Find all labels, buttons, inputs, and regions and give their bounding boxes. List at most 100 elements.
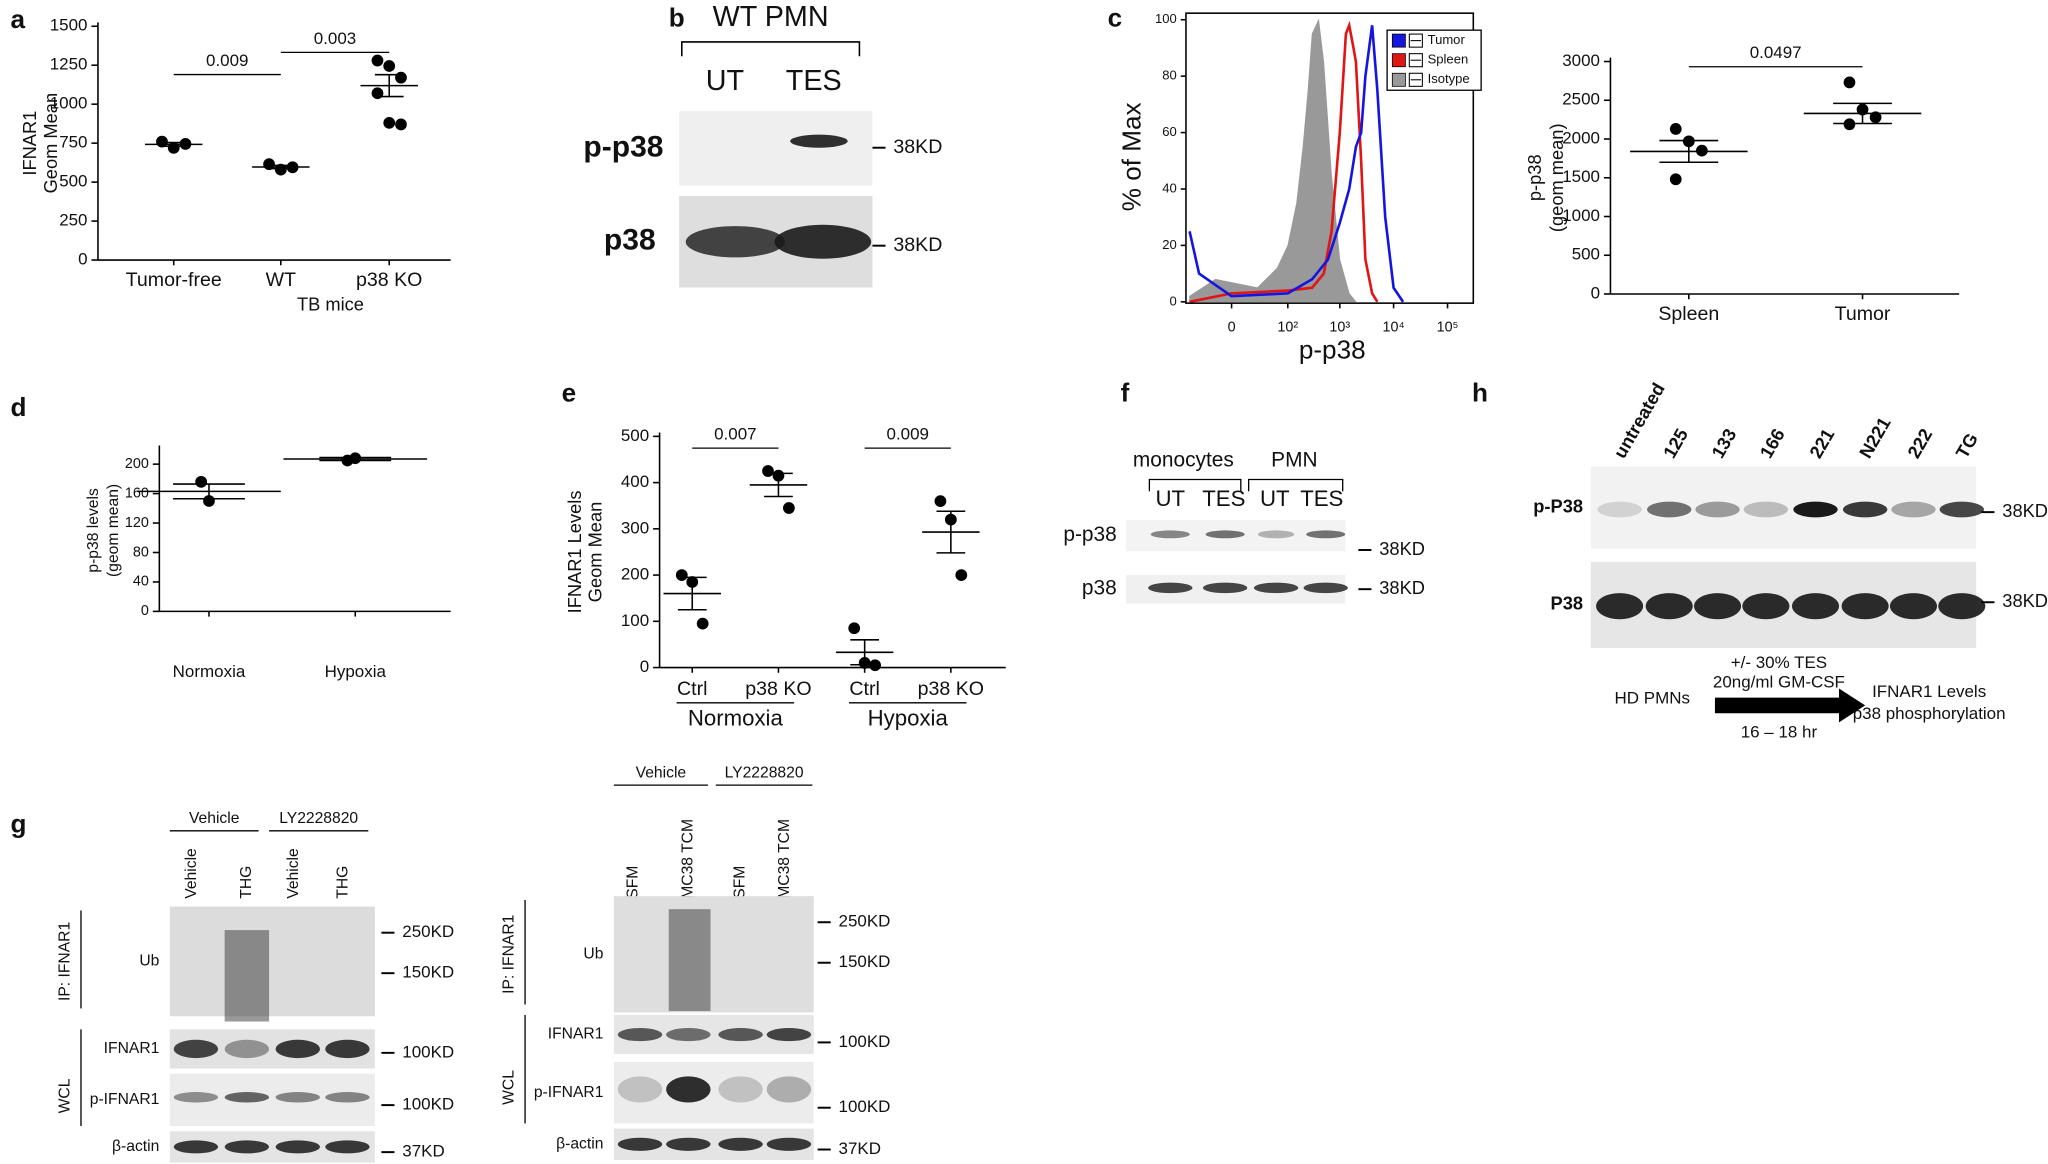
size-marker: 38KD [893,234,942,256]
size-marker: 100KD [839,1032,891,1051]
bracket [1148,478,1344,492]
scheme-text: 20ng/ml GM-CSF [1713,673,1845,692]
blot-band [1257,530,1295,539]
blot-band [224,1092,270,1103]
blot-title: WT PMN [713,1,829,33]
y-tick-label: 80 [133,544,149,560]
blot-band [1647,501,1692,518]
blot-background [613,1062,814,1124]
x-tick-label: WT [266,269,296,291]
blot-band [1253,582,1299,594]
lane-label: UT [1260,486,1290,511]
p-value: 0.009 [206,51,248,70]
blot-row-label: IFNAR1 [548,1026,604,1043]
blot-band [1645,593,1693,620]
blot-band [173,1140,219,1154]
scheme-text: 16 – 18 hr [1741,722,1818,741]
group-label: monocytes [1133,449,1234,472]
scheme-arrow [1714,688,1866,723]
panel-letter: d [10,392,26,422]
blot-band [790,134,848,148]
y-tick-label: 250 [59,211,87,230]
y-tick-label: 60 [1162,124,1177,139]
group-label: Hypoxia [868,706,949,731]
blot-row-label: β-actin [556,1135,603,1152]
p-value: 0.0497 [1750,43,1802,62]
y-tick-label: 0 [1591,283,1600,302]
y-axis-label: Geom Mean [585,502,606,603]
blot-band [325,1039,370,1059]
lane-label: 166 [1755,425,1788,462]
blot-band [1742,593,1790,620]
blot-band [1841,593,1889,620]
blot-band [685,226,785,258]
x-tick-label: 10⁵ [1437,320,1459,336]
blot-band [325,1092,370,1103]
y-tick-label: 0 [141,603,149,619]
y-tick-label: 40 [1162,180,1177,195]
y-tick-label: 2500 [1562,90,1600,109]
lane-label: 133 [1707,425,1740,462]
blot-band [173,1092,219,1103]
size-marker: 100KD [402,1042,454,1061]
lane-label: TES [1202,486,1245,511]
legend-label: Spleen [1428,52,1469,67]
p-value: 0.003 [314,29,356,48]
x-tick-label: 10² [1277,320,1298,336]
blot-smear [668,909,711,1012]
data-point [395,71,407,84]
blot-band [224,1039,270,1059]
y-axis-label: IFNAR1 [19,111,40,176]
blot-band [1150,530,1190,539]
size-marker: 250KD [402,922,454,941]
blot-band [1793,501,1838,518]
histogram-curve [1188,25,1405,303]
y-axis-label: % of Max [1117,102,1147,211]
blot-band [1148,582,1193,594]
wcl-label: WCL [501,1070,518,1105]
y-tick-label: 200 [125,456,149,472]
panel-letter: b [669,3,685,33]
blot-band [1694,593,1742,620]
y-axis-label: (geom mean) [105,484,122,577]
x-tick-label: 10⁴ [1383,320,1405,336]
wcl-label: WCL [56,1078,73,1113]
blot-row-label: β-actin [112,1138,159,1155]
blot-band [666,1137,711,1151]
blot-band [718,1076,763,1103]
x-tick-label: Tumor-free [126,269,222,291]
y-tick-label: 500 [621,426,649,445]
y-tick-label: 160 [125,485,149,501]
blot-band [1842,501,1888,518]
blot-row-label: p-p38 [1063,523,1116,546]
data-point [383,60,396,72]
blot-band [275,1092,320,1103]
x-tick-label: Ctrl [677,678,707,700]
blot-band [766,1076,812,1103]
lane-label: MC38 TCM [776,819,793,899]
blot-band [275,1140,320,1154]
p-value: 0.009 [887,425,929,444]
group-label: PMN [1271,449,1317,472]
data-point [696,617,709,630]
size-marker: 38KD [2002,590,2048,611]
group-label: Vehicle [636,764,687,781]
data-point [1669,123,1682,135]
lane-label: UT [1155,486,1185,511]
blot-row-label: p-P38 [1533,495,1583,516]
panel-letter: c [1108,3,1123,33]
y-tick-label: 300 [621,518,649,537]
lane-label: Vehicle [183,848,200,899]
data-point [675,569,688,581]
blot-band [1596,593,1644,620]
blot-band [1695,501,1740,518]
lane-label: TES [786,65,842,97]
plot-frame [1185,12,1475,304]
x-axis-label: p-p38 [1299,334,1366,364]
y-tick-label: 200 [621,565,649,584]
data-point [195,475,208,488]
blot-band [766,1137,812,1151]
y-tick-label: 100 [1155,11,1177,26]
ip-label: IP: IFNAR1 [501,915,518,994]
